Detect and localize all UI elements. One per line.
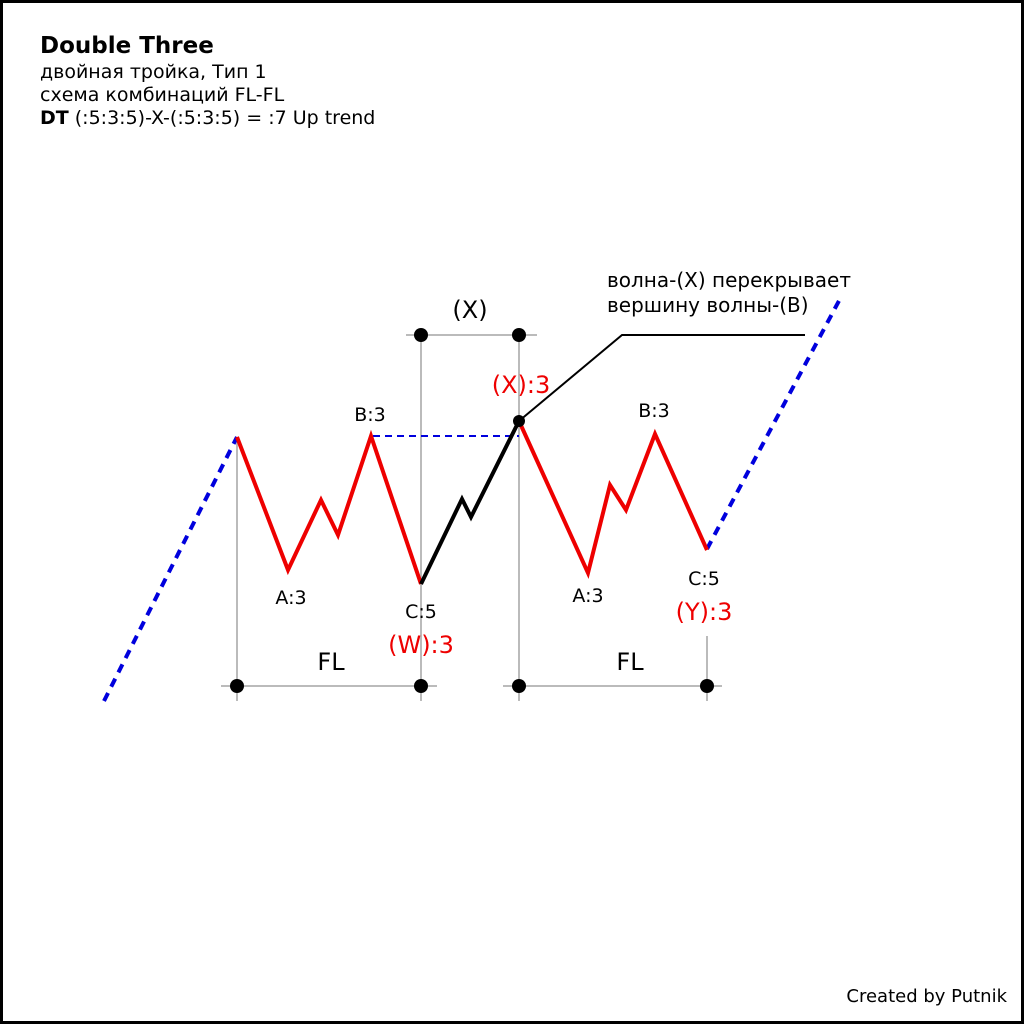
label-left-b: B:3 xyxy=(354,404,386,426)
diagram-title: Double Three xyxy=(40,33,214,59)
label-right-b: B:3 xyxy=(638,400,670,422)
label-right-fl: FL xyxy=(616,648,644,676)
dot-x-wave-top xyxy=(513,415,525,427)
label-y-wave: (Y):3 xyxy=(676,598,733,626)
dot-right-fl-start xyxy=(512,679,526,693)
label-left-a: A:3 xyxy=(275,587,306,609)
dot-left-fl-start xyxy=(230,679,244,693)
annotation-pointer-line xyxy=(518,334,805,422)
formula-bold: DT xyxy=(40,107,69,129)
credit-text: Created by Putnik xyxy=(846,986,1007,1007)
wave-diagram: (X) (X):3 B:3 A:3 C:5 (W):3 B:3 A:3 C:5 … xyxy=(102,268,851,702)
diagram-header: Double Three двойная тройка, Тип 1 схема… xyxy=(40,31,375,130)
wave-w-line xyxy=(235,429,423,585)
wave-x-line xyxy=(419,420,521,585)
marker-dots xyxy=(230,328,714,693)
label-x-wave: (X):3 xyxy=(492,371,551,399)
label-x-bracket: (X) xyxy=(452,296,487,324)
formula-text: (:5:3:5)-X-(:5:3:5) = :7 Up trend xyxy=(68,107,376,129)
dot-x-bracket-right xyxy=(512,328,526,342)
diagram-subtitle: двойная тройка, Тип 1 xyxy=(40,61,267,83)
label-w-wave: (W):3 xyxy=(388,631,454,659)
dot-x-bracket-left xyxy=(414,328,428,342)
annotation-line-2: вершину волны-(B) xyxy=(607,293,809,317)
annotation-line-1: волна-(X) перекрывает xyxy=(607,268,851,292)
wave-y-line xyxy=(517,420,709,580)
dot-left-fl-end xyxy=(414,679,428,693)
label-left-fl: FL xyxy=(317,648,345,676)
label-right-c: C:5 xyxy=(688,568,720,590)
label-right-a: A:3 xyxy=(572,585,603,607)
diagram-formula: DT (:5:3:5)-X-(:5:3:5) = :7 Up trend xyxy=(40,107,375,130)
trend-lines xyxy=(102,296,843,702)
label-left-c: C:5 xyxy=(405,601,437,623)
diagram-scheme: схема комбинаций FL-FL xyxy=(40,84,285,106)
dot-right-fl-end xyxy=(700,679,714,693)
trend-in-line xyxy=(102,436,239,702)
